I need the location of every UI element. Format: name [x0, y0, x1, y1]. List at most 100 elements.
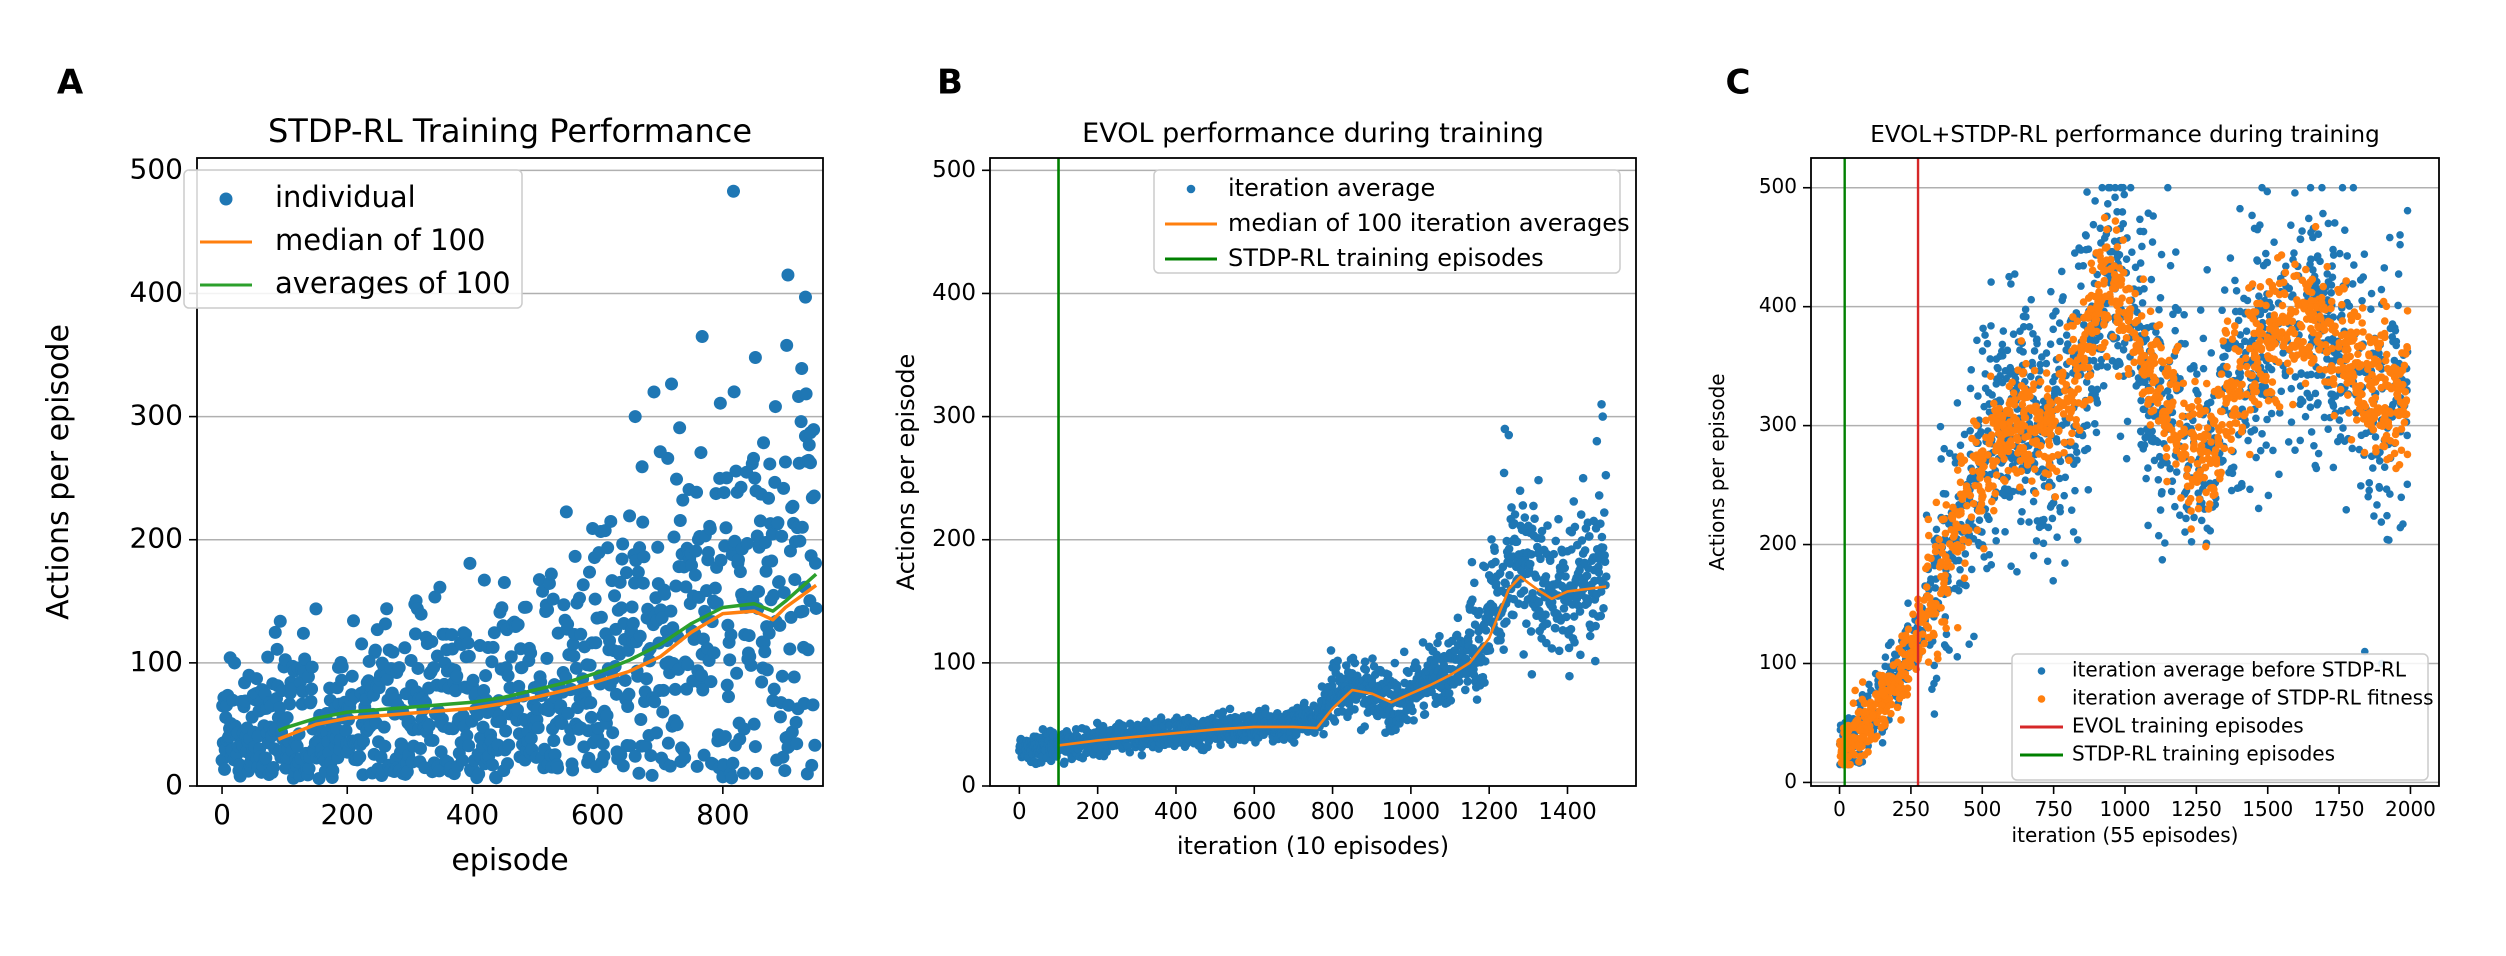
individual-point: [378, 739, 392, 753]
iteration-average-point: [1596, 519, 1605, 528]
x-tick-label: 1200: [1460, 799, 1519, 825]
before-stdp-point: [2375, 349, 2383, 358]
before-stdp-point: [2314, 449, 2323, 458]
before-stdp-point: [1937, 455, 1945, 463]
individual-point: [548, 748, 562, 762]
iteration-average-points: [1015, 399, 1611, 769]
individual-point: [773, 710, 787, 724]
before-stdp-point: [2306, 403, 2315, 412]
before-stdp-point: [2357, 482, 2365, 490]
individual-point: [374, 750, 388, 764]
before-stdp-point: [2371, 433, 2380, 441]
individual-point: [615, 552, 629, 566]
before-stdp-point: [2269, 446, 2277, 455]
individual-point: [487, 626, 501, 640]
iteration-average-point: [1470, 620, 1480, 630]
individual-point: [690, 759, 704, 773]
iteration-average-point: [1507, 503, 1516, 512]
individual-point: [767, 588, 781, 602]
individual-point: [789, 715, 803, 729]
stdp-fitness-point: [1935, 535, 1943, 544]
stdp-fitness-point: [2380, 317, 2389, 325]
before-stdp-point: [2180, 310, 2188, 319]
stdp-fitness-point: [1963, 501, 1971, 510]
before-stdp-point: [2337, 407, 2346, 415]
individual-point: [445, 628, 459, 642]
before-stdp-point: [2106, 183, 2114, 192]
individual-point: [780, 338, 794, 352]
before-stdp-point: [2333, 437, 2342, 446]
before-stdp-point: [2019, 312, 2028, 321]
before-stdp-point: [2089, 220, 2098, 229]
iteration-average-point: [1551, 536, 1561, 546]
stdp-fitness-point: [2246, 450, 2254, 459]
before-stdp-point: [2207, 349, 2216, 357]
iteration-average-point: [1529, 501, 1538, 511]
x-axis-label: iteration (10 episodes): [1177, 832, 1449, 860]
before-stdp-point: [1951, 459, 1960, 467]
stdp-fitness-point: [2291, 260, 2299, 269]
before-stdp-point: [2236, 204, 2244, 213]
individual-point: [731, 553, 745, 567]
individual-point: [261, 650, 275, 664]
before-stdp-point: [2296, 235, 2305, 244]
stdp-fitness-point: [2119, 236, 2127, 244]
individual-point: [790, 737, 804, 751]
individual-point: [414, 607, 428, 621]
individual-point: [695, 668, 709, 682]
individual-point: [485, 655, 499, 669]
before-stdp-point: [2231, 307, 2240, 316]
before-stdp-point: [2099, 381, 2108, 390]
before-stdp-point: [1983, 564, 1991, 573]
before-stdp-point: [1974, 392, 1982, 400]
iteration-average-point: [1361, 665, 1371, 675]
iteration-average-point: [1549, 549, 1559, 559]
individual-point: [569, 661, 583, 675]
x-tick-label: 400: [446, 798, 499, 831]
before-stdp-point: [2147, 275, 2156, 284]
before-stdp-point: [2403, 431, 2411, 440]
before-stdp-point: [2396, 231, 2404, 239]
individual-point: [661, 451, 675, 465]
before-stdp-point: [1980, 553, 1988, 561]
stdp-fitness-point: [2330, 411, 2338, 420]
stdp-fitness-point: [2222, 382, 2231, 390]
iteration-average-point: [1533, 542, 1542, 552]
iteration-average-point: [1564, 643, 1574, 653]
iteration-average-point: [1585, 631, 1595, 641]
individual-point: [694, 446, 708, 460]
before-stdp-point: [2113, 208, 2121, 216]
iteration-average-point: [1502, 617, 1511, 626]
before-stdp-point: [2063, 340, 2072, 348]
individual-point: [597, 749, 611, 763]
before-stdp-point: [2144, 464, 2152, 472]
individual-point: [603, 634, 617, 648]
stdp-fitness-point: [2403, 344, 2412, 352]
individual-point: [775, 529, 789, 543]
before-stdp-point: [1936, 422, 1945, 431]
individual-point: [781, 268, 795, 282]
iteration-average-point: [1485, 645, 1495, 655]
individual-point: [567, 649, 581, 663]
stdp-fitness-point: [2069, 335, 2078, 344]
before-stdp-point: [2262, 441, 2270, 449]
individual-point: [637, 550, 651, 564]
individual-point: [651, 540, 665, 554]
before-stdp-point: [2009, 330, 2018, 338]
iteration-average-point: [1545, 556, 1555, 566]
before-stdp-point: [2139, 227, 2148, 236]
before-stdp-point: [2006, 370, 2014, 378]
individual-point: [628, 749, 642, 763]
before-stdp-point: [1987, 322, 1995, 330]
before-stdp-point: [2169, 310, 2177, 319]
individual-point: [613, 575, 627, 589]
before-stdp-point: [1970, 632, 1978, 641]
individual-point: [665, 377, 679, 391]
axis-ticks: 0 250 500 750 1000 1250 1500 1750 20000100200300…: [1759, 174, 2436, 821]
before-stdp-point: [2092, 428, 2101, 437]
before-stdp-point: [2335, 416, 2344, 424]
individual-point: [345, 669, 359, 683]
before-stdp-point: [2142, 474, 2150, 483]
x-tick-label: 0: [1833, 797, 1846, 821]
